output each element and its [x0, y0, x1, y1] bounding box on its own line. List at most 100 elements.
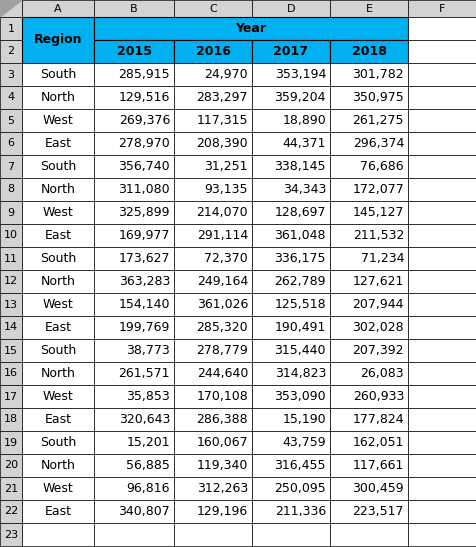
Bar	[408, 17, 476, 40]
Bar	[0, 0, 22, 17]
Text: 34,343: 34,343	[283, 183, 326, 196]
Text: 9: 9	[8, 207, 15, 218]
Text: 20: 20	[4, 461, 18, 470]
Text: 128,697: 128,697	[275, 206, 326, 219]
Bar	[0, 500, 22, 523]
Text: 2017: 2017	[274, 45, 308, 58]
Bar	[94, 385, 174, 408]
Text: E: E	[366, 3, 373, 14]
Bar	[408, 63, 476, 86]
Bar	[22, 362, 94, 385]
Bar	[252, 454, 330, 477]
Text: 23: 23	[4, 529, 18, 539]
Bar	[408, 224, 476, 247]
Bar	[174, 155, 252, 178]
Text: 340,807: 340,807	[118, 505, 170, 518]
Bar	[408, 40, 476, 63]
Bar	[22, 224, 94, 247]
Bar	[408, 247, 476, 270]
Text: 359,204: 359,204	[275, 91, 326, 104]
Text: 76,686: 76,686	[360, 160, 404, 173]
Text: South: South	[40, 252, 76, 265]
Bar	[408, 362, 476, 385]
Text: 208,390: 208,390	[197, 137, 248, 150]
Text: 269,376: 269,376	[119, 114, 170, 127]
Text: Year: Year	[236, 22, 267, 35]
Text: 356,740: 356,740	[119, 160, 170, 173]
Text: 127,621: 127,621	[353, 275, 404, 288]
Bar	[174, 270, 252, 293]
Bar	[94, 362, 174, 385]
Text: 190,491: 190,491	[275, 321, 326, 334]
Text: 211,532: 211,532	[353, 229, 404, 242]
Text: 145,127: 145,127	[353, 206, 404, 219]
Bar	[22, 500, 94, 523]
Bar	[252, 500, 330, 523]
Bar	[330, 178, 408, 201]
Text: 15,190: 15,190	[282, 413, 326, 426]
Bar	[94, 201, 174, 224]
Text: 43,759: 43,759	[282, 436, 326, 449]
Text: 2018: 2018	[352, 45, 387, 58]
Text: 154,140: 154,140	[119, 298, 170, 311]
Bar	[22, 293, 94, 316]
Text: 10: 10	[4, 230, 18, 241]
Bar	[0, 109, 22, 132]
Bar	[252, 86, 330, 109]
Bar	[408, 454, 476, 477]
Text: 312,263: 312,263	[197, 482, 248, 495]
Text: 285,320: 285,320	[197, 321, 248, 334]
Bar	[22, 17, 94, 63]
Text: 117,661: 117,661	[353, 459, 404, 472]
Bar	[94, 270, 174, 293]
Bar	[408, 385, 476, 408]
Bar	[174, 385, 252, 408]
Text: 17: 17	[4, 392, 18, 401]
Bar	[174, 201, 252, 224]
Text: 6: 6	[8, 138, 14, 148]
Text: 19: 19	[4, 438, 18, 447]
Text: 93,135: 93,135	[205, 183, 248, 196]
Bar	[408, 155, 476, 178]
Bar	[330, 109, 408, 132]
Text: West: West	[43, 114, 73, 127]
Bar	[94, 316, 174, 339]
Text: 285,915: 285,915	[119, 68, 170, 81]
Text: 301,782: 301,782	[352, 68, 404, 81]
Text: North: North	[40, 459, 75, 472]
Bar	[174, 0, 252, 17]
Bar	[94, 40, 174, 63]
Text: West: West	[43, 390, 73, 403]
Bar	[0, 385, 22, 408]
Bar	[0, 224, 22, 247]
Text: 353,090: 353,090	[274, 390, 326, 403]
Bar	[22, 132, 94, 155]
Bar	[0, 477, 22, 500]
Bar	[174, 500, 252, 523]
Text: North: North	[40, 275, 75, 288]
Text: 5: 5	[8, 115, 14, 125]
Text: 300,459: 300,459	[352, 482, 404, 495]
Text: 170,108: 170,108	[196, 390, 248, 403]
Bar	[0, 178, 22, 201]
Bar	[94, 431, 174, 454]
Text: 286,388: 286,388	[197, 413, 248, 426]
Bar	[252, 362, 330, 385]
Bar	[94, 178, 174, 201]
Bar	[94, 247, 174, 270]
Bar	[330, 293, 408, 316]
Text: 311,080: 311,080	[119, 183, 170, 196]
Bar	[408, 293, 476, 316]
Text: 296,374: 296,374	[353, 137, 404, 150]
Bar	[252, 155, 330, 178]
Bar	[252, 339, 330, 362]
Bar	[0, 155, 22, 178]
Bar	[0, 132, 22, 155]
Bar	[174, 63, 252, 86]
Bar	[22, 316, 94, 339]
Bar	[330, 86, 408, 109]
Bar	[0, 247, 22, 270]
Bar	[0, 408, 22, 431]
Bar	[22, 0, 94, 17]
Bar	[94, 132, 174, 155]
